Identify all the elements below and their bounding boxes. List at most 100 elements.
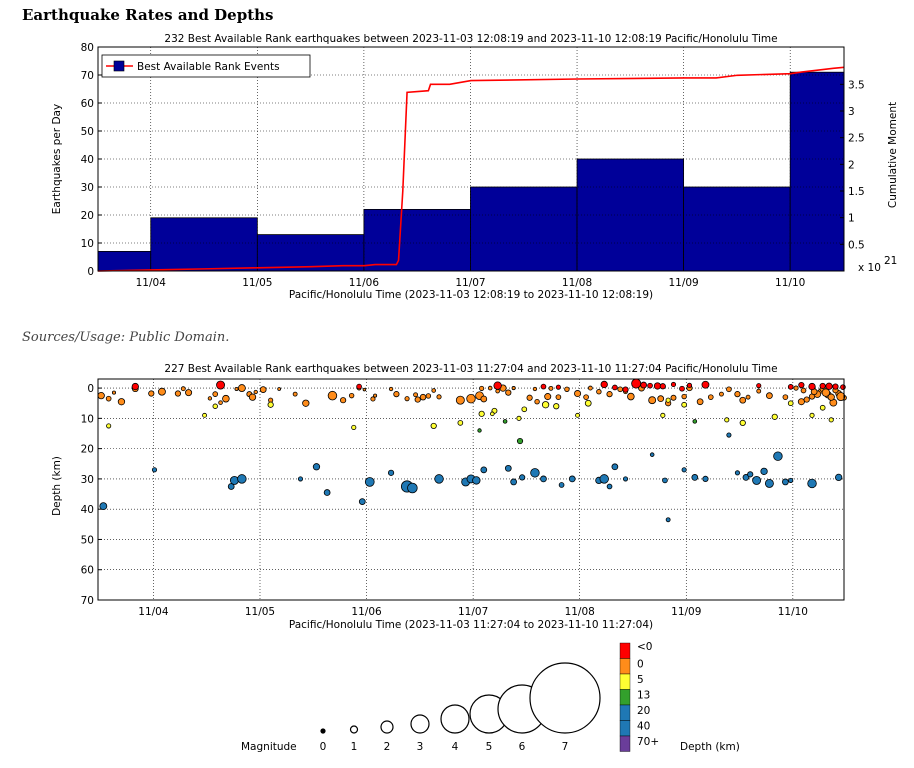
event-dot-blue: [323, 489, 331, 496]
magnitude-legend-label: 7: [562, 741, 569, 753]
rate-ytick-label: 10: [81, 238, 94, 250]
depth-xtick-label: 11/07: [458, 606, 488, 618]
event-dot-orange: [466, 393, 476, 404]
event-dot-red: [647, 382, 653, 389]
event-dot-blue: [530, 468, 540, 478]
event-dot-red: [555, 384, 561, 390]
event-dot-orange: [505, 389, 512, 396]
event-dot-yellow: [739, 419, 746, 426]
event-dot-orange: [555, 394, 562, 400]
event-dot-orange: [259, 386, 267, 393]
event-dot-red: [631, 378, 642, 389]
event-dot-orange: [596, 389, 602, 395]
event-dot-blue: [407, 482, 418, 494]
event-dot-yellow: [575, 412, 580, 418]
event-dot-red: [701, 380, 710, 389]
rate-legend-swatch: [113, 60, 125, 72]
event-dot-red: [808, 382, 816, 391]
rate-xtick-label: 11/08: [562, 277, 592, 289]
depth-ytick-label: 0: [87, 383, 94, 395]
event-dot-green: [516, 437, 524, 445]
event-dot-yellow: [681, 401, 687, 408]
moment-exponent-power: 21: [884, 255, 897, 267]
event-dot-red: [825, 382, 833, 390]
depth-chart-title: 227 Best Available Rank earthquakes betw…: [164, 363, 777, 375]
rate-ytick-label: 80: [81, 42, 94, 54]
event-dot-orange: [479, 385, 485, 391]
event-dot-yellow: [828, 417, 834, 423]
depth-y-axis-label: Depth (km): [51, 456, 63, 516]
rate-ytick-label: 70: [81, 70, 94, 82]
event-dot-yellow: [665, 397, 671, 403]
event-dot-orange: [222, 394, 230, 403]
magnitude-legend-label: 2: [384, 741, 391, 753]
event-dot-orange: [681, 393, 687, 400]
depth-legend-label: 0: [637, 659, 644, 671]
event-dot-red: [600, 380, 608, 389]
event-dot-orange: [237, 384, 246, 392]
rate-ytick-label: 50: [81, 126, 94, 138]
event-dot-orange: [564, 386, 570, 392]
depth-xtick-label: 11/09: [671, 606, 701, 618]
event-dot-red: [787, 384, 794, 390]
event-dot-yellow: [660, 412, 666, 418]
event-dot-blue: [606, 483, 613, 490]
event-dot-blue: [611, 463, 619, 471]
event-dot-blue: [312, 463, 321, 471]
event-dot-orange: [436, 394, 442, 400]
magnitude-legend-circle: [529, 662, 601, 734]
event-dot-orange: [583, 394, 589, 400]
rate-xtick-label: 11/09: [668, 277, 698, 289]
rate-x-axis-label: Pacific/Honolulu Time (2023-11-03 12:08:…: [289, 289, 653, 301]
event-dot-yellow: [541, 401, 550, 409]
event-dot-orange: [234, 386, 239, 392]
moment-axis-label: Cumulative Moment: [887, 102, 899, 208]
event-dot-blue: [702, 475, 709, 483]
event-dot-yellow: [771, 413, 778, 420]
event-dot-orange: [393, 391, 400, 398]
event-dot-blue: [681, 467, 687, 473]
event-dot-orange: [97, 392, 105, 400]
event-dot-blue: [504, 464, 512, 472]
magnitude-legend-circle: [380, 720, 394, 734]
event-dot-blue: [558, 482, 565, 488]
moment-tick-label: 1: [848, 213, 855, 225]
event-dot-red: [679, 385, 685, 392]
event-dot-yellow: [202, 412, 207, 418]
event-dot-orange: [340, 397, 347, 404]
event-dot-red: [640, 381, 648, 389]
rate-xtick-label: 11/06: [349, 277, 380, 289]
rate-bar-4: [470, 186, 578, 272]
event-dot-orange: [648, 396, 657, 405]
event-dot-orange: [696, 398, 704, 406]
event-dot-orange: [739, 396, 747, 404]
event-dot-orange: [212, 391, 219, 397]
magnitude-legend-circle: [440, 704, 470, 734]
magnitude-legend-label: 4: [452, 741, 459, 753]
event-dot-orange: [617, 386, 624, 393]
event-dot-green: [502, 419, 508, 424]
event-dot-blue: [472, 476, 481, 485]
event-dot-yellow: [819, 404, 826, 411]
depth-legend-label: 20: [637, 705, 650, 717]
event-dot-red: [756, 383, 762, 389]
event-dot-yellow: [351, 424, 357, 430]
event-dot-orange: [455, 395, 465, 405]
event-dot-red: [670, 381, 677, 388]
event-dot-orange: [362, 387, 367, 392]
event-dot-red: [356, 383, 362, 390]
page-heading: Earthquake Rates and Depths: [22, 6, 274, 24]
event-dot-blue: [364, 477, 375, 487]
depth-legend-title: Depth (km): [680, 741, 740, 753]
event-dot-orange: [248, 393, 257, 401]
cumulative-moment-line: [97, 66, 845, 272]
event-dot-orange: [425, 393, 432, 399]
magnitude-legend-label: 5: [486, 741, 493, 753]
event-dot-orange: [734, 391, 741, 398]
event-dot-red: [832, 383, 839, 390]
event-dot-blue: [726, 432, 732, 438]
depth-legend-label: 40: [637, 721, 650, 733]
event-dot-blue: [510, 478, 517, 486]
event-dot-orange: [277, 387, 282, 391]
event-dot-yellow: [724, 417, 730, 423]
